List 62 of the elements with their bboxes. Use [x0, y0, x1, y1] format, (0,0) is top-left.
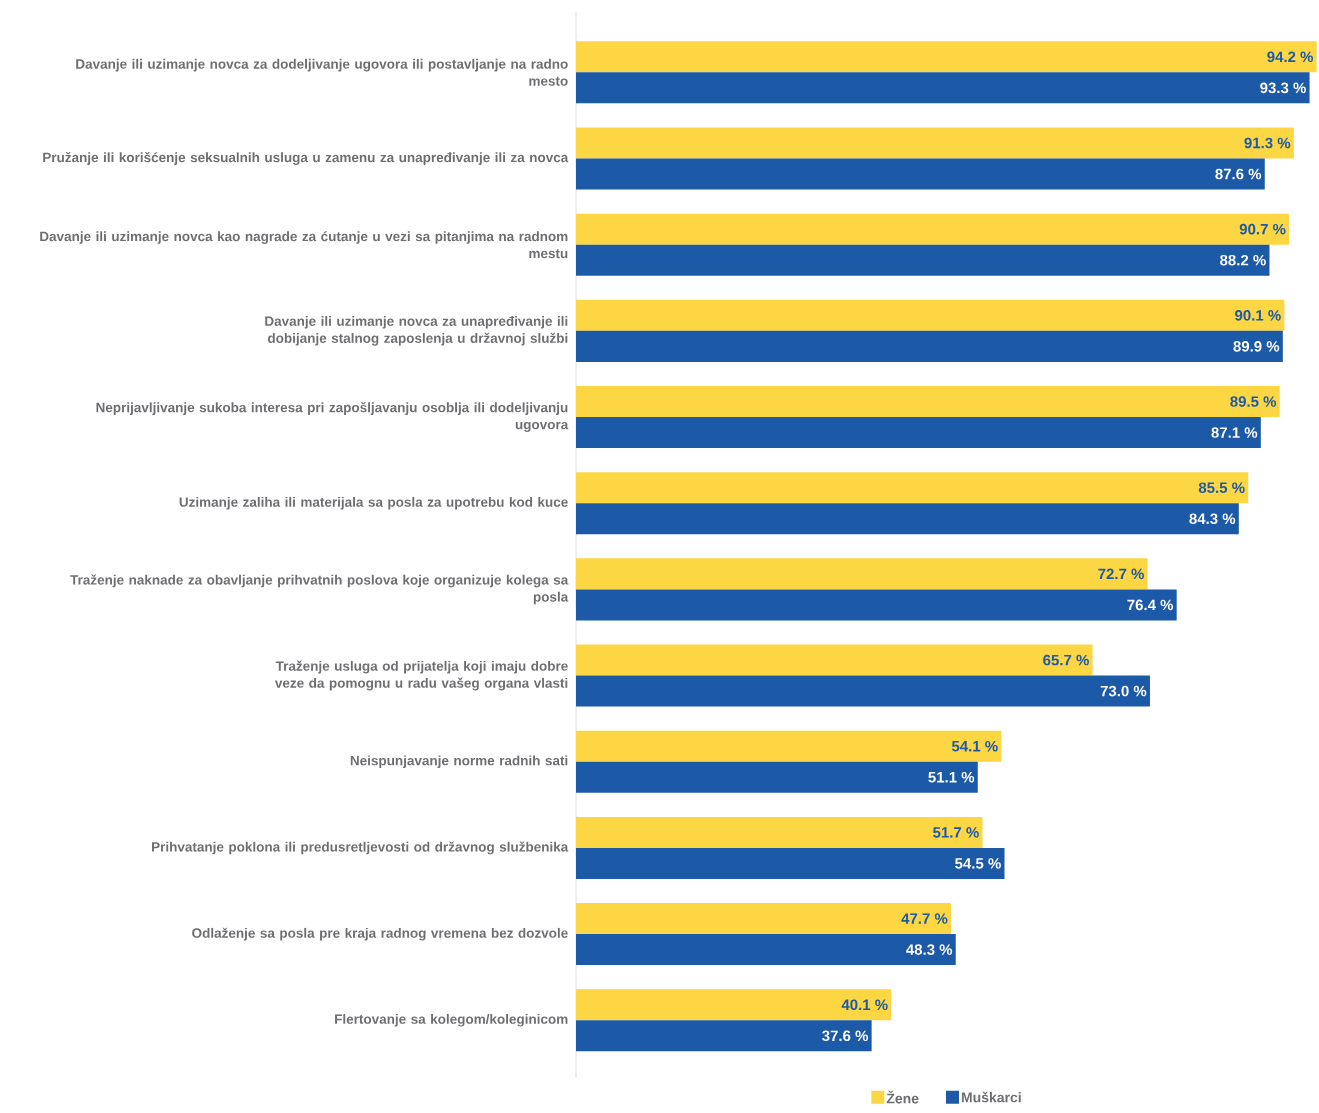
bar	[576, 244, 1270, 276]
bar	[576, 644, 1093, 676]
bar	[576, 816, 983, 848]
bar	[576, 417, 1261, 449]
data-label: 72.7 %	[1098, 568, 1144, 580]
y-tick-label: Traženje naknade za obavljanje prihvatnih poslova koje organizuje kolega sa posla	[70, 574, 569, 605]
bar	[576, 127, 1294, 159]
data-label: 51.7 %	[933, 827, 979, 838]
data-label: 91.3 %	[1244, 137, 1291, 149]
data-label: 47.7 %	[901, 913, 948, 924]
bar	[576, 558, 1148, 590]
y-tick-label: Neispunjavanje norme radnih sati	[350, 755, 568, 769]
data-label: 37.6 %	[822, 1030, 869, 1042]
bar	[576, 213, 1290, 245]
bar	[576, 730, 1002, 762]
data-label: 54.1 %	[951, 740, 998, 752]
bar	[576, 675, 1150, 707]
y-tick-label: Odlaženje sa posla pre kraja radnog vremena bez dozvole	[192, 927, 568, 941]
legend-label: Žene	[886, 1090, 919, 1104]
bar	[576, 41, 1317, 73]
y-tick-label: Davanje ili uzimanje novca za dodeljivanje ugovora ili postavljanje na radno mesto	[76, 58, 568, 86]
bar	[576, 386, 1280, 418]
bar	[576, 1020, 872, 1052]
data-label: 90.1 %	[1235, 310, 1281, 321]
data-label: 87.1 %	[1211, 427, 1258, 438]
data-label: 84.3 %	[1189, 513, 1236, 525]
data-label: 87.6 %	[1215, 168, 1262, 180]
data-label: 73.0 %	[1100, 685, 1147, 697]
bar	[576, 761, 978, 793]
data-label: 94.2 %	[1267, 51, 1314, 63]
legend-label: Muškarci	[961, 1091, 1021, 1103]
bar	[576, 472, 1249, 504]
bar	[576, 158, 1265, 190]
y-tick-label: Uzimanje zaliha ili materijala sa posla za upotrebu kod kuce	[179, 496, 568, 510]
data-label: 51.1 %	[928, 771, 975, 783]
data-label: 90.7 %	[1239, 223, 1286, 235]
bar	[576, 503, 1239, 535]
data-label: 93.3 %	[1260, 82, 1306, 94]
y-tick-label: Flertovanje sa kolegom/koleginicom	[335, 1013, 568, 1027]
y-tick-label: Neprijavljivanje sukoba interesa pri zapošljavanju osoblja ili dodeljivanju ugovora	[96, 402, 569, 433]
y-tick-label: Traženje usluga od prijatelja koji imaju dobre veze da pomognu u radu vašeg organa vlasti	[274, 660, 568, 691]
data-label: 40.1 %	[841, 999, 888, 1011]
data-label: 89.9 %	[1233, 341, 1280, 352]
bar	[576, 299, 1285, 331]
data-label: 65.7 %	[1043, 654, 1089, 666]
data-label: 76.4 %	[1127, 599, 1174, 611]
y-tick-label: Pružanje ili korišćenje seksualnih usluga u zamenu za unapređivanje ili za novca	[43, 152, 569, 165]
data-label: 89.5 %	[1230, 396, 1277, 407]
y-tick-label: Davanje ili uzimanje novca za unapređivanje ili dobijanje stalnog zaposlenja u državnoj službi	[265, 316, 568, 346]
data-label: 85.5 %	[1198, 482, 1245, 494]
bar	[576, 847, 1005, 879]
bar	[576, 934, 956, 966]
bar	[576, 330, 1283, 362]
data-label: 88.2 %	[1220, 254, 1266, 266]
bar	[576, 989, 892, 1021]
bar	[576, 903, 952, 935]
data-label: 48.3 %	[906, 944, 953, 955]
bar	[576, 589, 1177, 621]
bar	[576, 72, 1310, 104]
y-tick-label: Davanje ili uzimanje novca kao nagrade za ćutanje u vezi sa pitanjima na radnom mestu	[40, 231, 568, 259]
y-tick-label: Prihvatanje poklona ili predusretljevosti od državnog službenika	[152, 841, 569, 855]
data-label: 54.5 %	[955, 858, 1001, 869]
